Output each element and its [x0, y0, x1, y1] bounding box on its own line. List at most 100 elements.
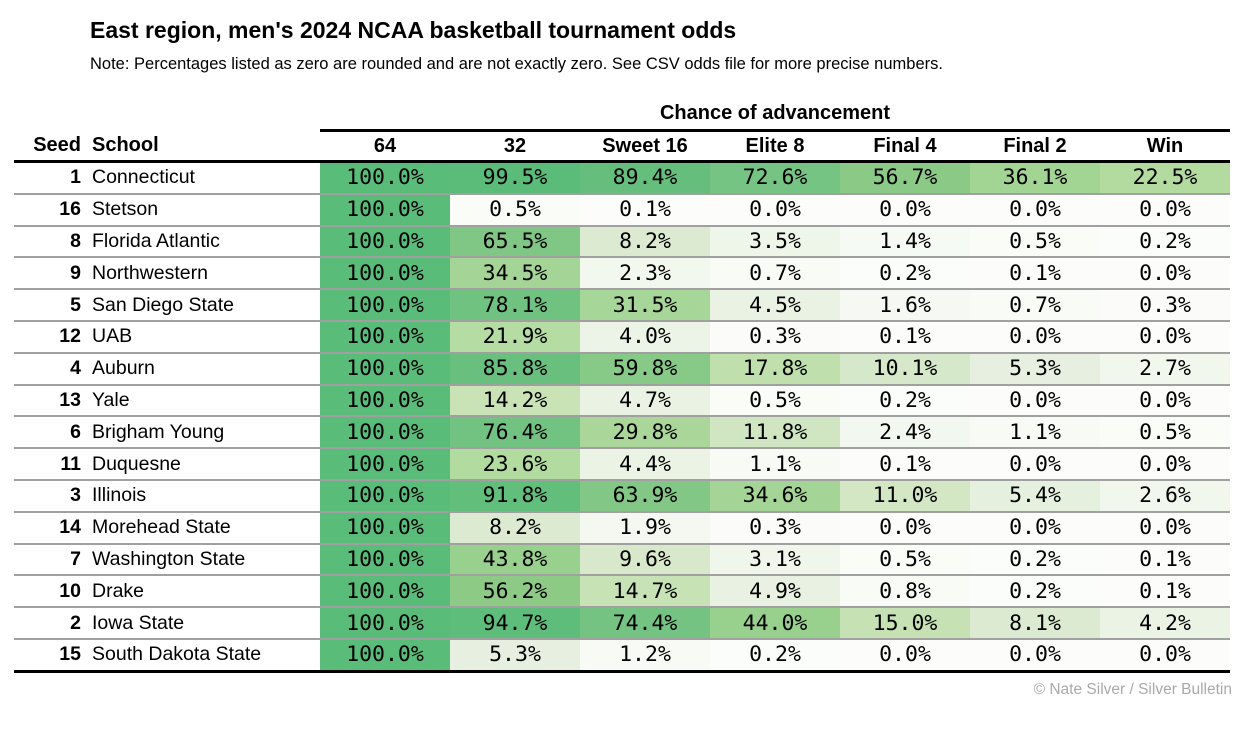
page-title: East region, men's 2024 NCAA basketball …: [90, 17, 737, 43]
odds-cell: 100.0%: [320, 448, 450, 481]
odds-cell: 0.3%: [710, 511, 840, 545]
odds-cell: 0.1%: [970, 257, 1100, 291]
odds-cell: 59.8%: [580, 352, 710, 386]
odds-cell: 0.2%: [710, 638, 840, 673]
odds-cell: 1.1%: [710, 448, 840, 481]
school-cell: Morehead State: [85, 511, 320, 545]
odds-cell: 22.5%: [1100, 161, 1231, 195]
column-header-row: Seed School 64 32 Sweet 16 Elite 8 Final…: [14, 130, 1231, 163]
odds-cell: 5.4%: [970, 479, 1100, 513]
seed-cell: 7: [14, 543, 85, 577]
table-row: 11 Duquesne 100.0% 23.6% 4.4% 1.1% 0.1% 0.0% 0.0…: [14, 448, 1231, 481]
odds-cell: 0.0%: [970, 448, 1100, 481]
odds-cell: 0.2%: [840, 384, 970, 418]
seed-cell: 10: [14, 575, 85, 609]
odds-cell: 5.3%: [450, 638, 580, 673]
odds-cell: 100.0%: [320, 289, 450, 322]
table-row: 14 Morehead State 100.0% 8.2% 1.9% 0.3% 0.0% 0.…: [14, 511, 1231, 545]
school-cell: Drake: [85, 575, 320, 609]
col-header-32: 32: [450, 130, 580, 163]
table-row: 2 Iowa State 100.0% 94.7% 74.4% 44.0% 15.0% 8.1…: [14, 607, 1231, 640]
table-row: 10 Drake 100.0% 56.2% 14.7% 4.9% 0.8% 0.2% 0.1%: [14, 575, 1231, 609]
table-row: 1 Connecticut 100.0% 99.5% 89.4% 72.6% 56.7% 36…: [14, 161, 1231, 195]
odds-cell: 4.5%: [710, 289, 840, 322]
group-header-row: Chance of advancement: [14, 98, 1231, 132]
school-cell: Northwestern: [85, 257, 320, 291]
odds-cell: 100.0%: [320, 352, 450, 386]
school-cell: South Dakota State: [85, 638, 320, 673]
odds-cell: 0.5%: [1100, 416, 1231, 450]
odds-cell: 14.2%: [450, 384, 580, 418]
col-header-final2: Final 2: [970, 130, 1100, 163]
odds-cell: 100.0%: [320, 257, 450, 291]
seed-cell: 16: [14, 193, 85, 227]
odds-cell: 0.0%: [1100, 320, 1231, 354]
odds-cell: 0.3%: [710, 320, 840, 354]
odds-cell: 2.3%: [580, 257, 710, 291]
seed-cell: 6: [14, 416, 85, 450]
table-row: 4 Auburn 100.0% 85.8% 59.8% 17.8% 10.1% 5.3% 2.7…: [14, 352, 1231, 386]
school-cell: Iowa State: [85, 607, 320, 640]
odds-cell: 100.0%: [320, 161, 450, 195]
seed-cell: 13: [14, 384, 85, 418]
odds-cell: 76.4%: [450, 416, 580, 450]
col-header-elite8: Elite 8: [710, 130, 840, 163]
odds-cell: 3.1%: [710, 543, 840, 577]
odds-cell: 100.0%: [320, 543, 450, 577]
odds-cell: 0.0%: [970, 193, 1100, 227]
odds-cell: 8.1%: [970, 607, 1100, 640]
odds-cell: 78.1%: [450, 289, 580, 322]
table-row: 8 Florida Atlantic 100.0% 65.5% 8.2% 3.5% 1.4%…: [14, 225, 1231, 259]
seed-cell: 2: [14, 607, 85, 640]
odds-cell: 0.2%: [1100, 225, 1231, 259]
table-row: 7 Washington State 100.0% 43.8% 9.6% 3.1% 0.5%…: [14, 543, 1231, 577]
seed-cell: 1: [14, 161, 85, 195]
odds-cell: 0.0%: [1100, 511, 1231, 545]
odds-cell: 17.8%: [710, 352, 840, 386]
odds-cell: 0.0%: [970, 320, 1100, 354]
odds-cell: 1.1%: [970, 416, 1100, 450]
odds-cell: 0.0%: [1100, 638, 1231, 673]
odds-cell: 0.2%: [970, 575, 1100, 609]
odds-cell: 100.0%: [320, 225, 450, 259]
table-row: 9 Northwestern 100.0% 34.5% 2.3% 0.7% 0.2% 0.1%…: [14, 257, 1231, 291]
odds-cell: 34.5%: [450, 257, 580, 291]
odds-cell: 1.9%: [580, 511, 710, 545]
odds-cell: 85.8%: [450, 352, 580, 386]
table-row: 12 UAB 100.0% 21.9% 4.0% 0.3% 0.1% 0.0% 0.0%: [14, 320, 1231, 354]
odds-cell: 10.1%: [840, 352, 970, 386]
table-row: 15 South Dakota State 100.0% 5.3% 1.2% 0.2% 0.…: [14, 638, 1231, 673]
subtitle-note: Note: Percentages listed as zero are rou…: [90, 55, 943, 73]
odds-cell: 100.0%: [320, 193, 450, 227]
col-header-win: Win: [1100, 130, 1231, 163]
odds-cell: 36.1%: [970, 161, 1100, 195]
odds-cell: 0.0%: [970, 638, 1100, 673]
odds-cell: 15.0%: [840, 607, 970, 640]
odds-cell: 89.4%: [580, 161, 710, 195]
odds-cell: 44.0%: [710, 607, 840, 640]
odds-cell: 0.1%: [840, 320, 970, 354]
table-row: 3 Illinois 100.0% 91.8% 63.9% 34.6% 11.0% 5.4% 2…: [14, 479, 1231, 513]
odds-cell: 8.2%: [580, 225, 710, 259]
odds-cell: 2.4%: [840, 416, 970, 450]
odds-cell: 56.7%: [840, 161, 970, 195]
table-row: 13 Yale 100.0% 14.2% 4.7% 0.5% 0.2% 0.0% 0.0%: [14, 384, 1231, 418]
table-row: 5 San Diego State 100.0% 78.1% 31.5% 4.5% 1.6%…: [14, 289, 1231, 322]
odds-cell: 91.8%: [450, 479, 580, 513]
col-header-school: School: [85, 130, 320, 163]
table-row: 16 Stetson 100.0% 0.5% 0.1% 0.0% 0.0% 0.0% 0.0%: [14, 193, 1231, 227]
seed-cell: 9: [14, 257, 85, 291]
seed-cell: 15: [14, 638, 85, 673]
odds-cell: 0.0%: [840, 511, 970, 545]
odds-cell: 8.2%: [450, 511, 580, 545]
odds-cell: 0.0%: [970, 511, 1100, 545]
odds-cell: 11.8%: [710, 416, 840, 450]
odds-cell: 0.0%: [1100, 257, 1231, 291]
seed-cell: 5: [14, 289, 85, 322]
odds-cell: 100.0%: [320, 416, 450, 450]
group-header-cell: Chance of advancement: [320, 98, 1231, 132]
odds-cell: 29.8%: [580, 416, 710, 450]
odds-cell: 0.0%: [840, 193, 970, 227]
odds-cell: 0.5%: [840, 543, 970, 577]
odds-cell: 11.0%: [840, 479, 970, 513]
